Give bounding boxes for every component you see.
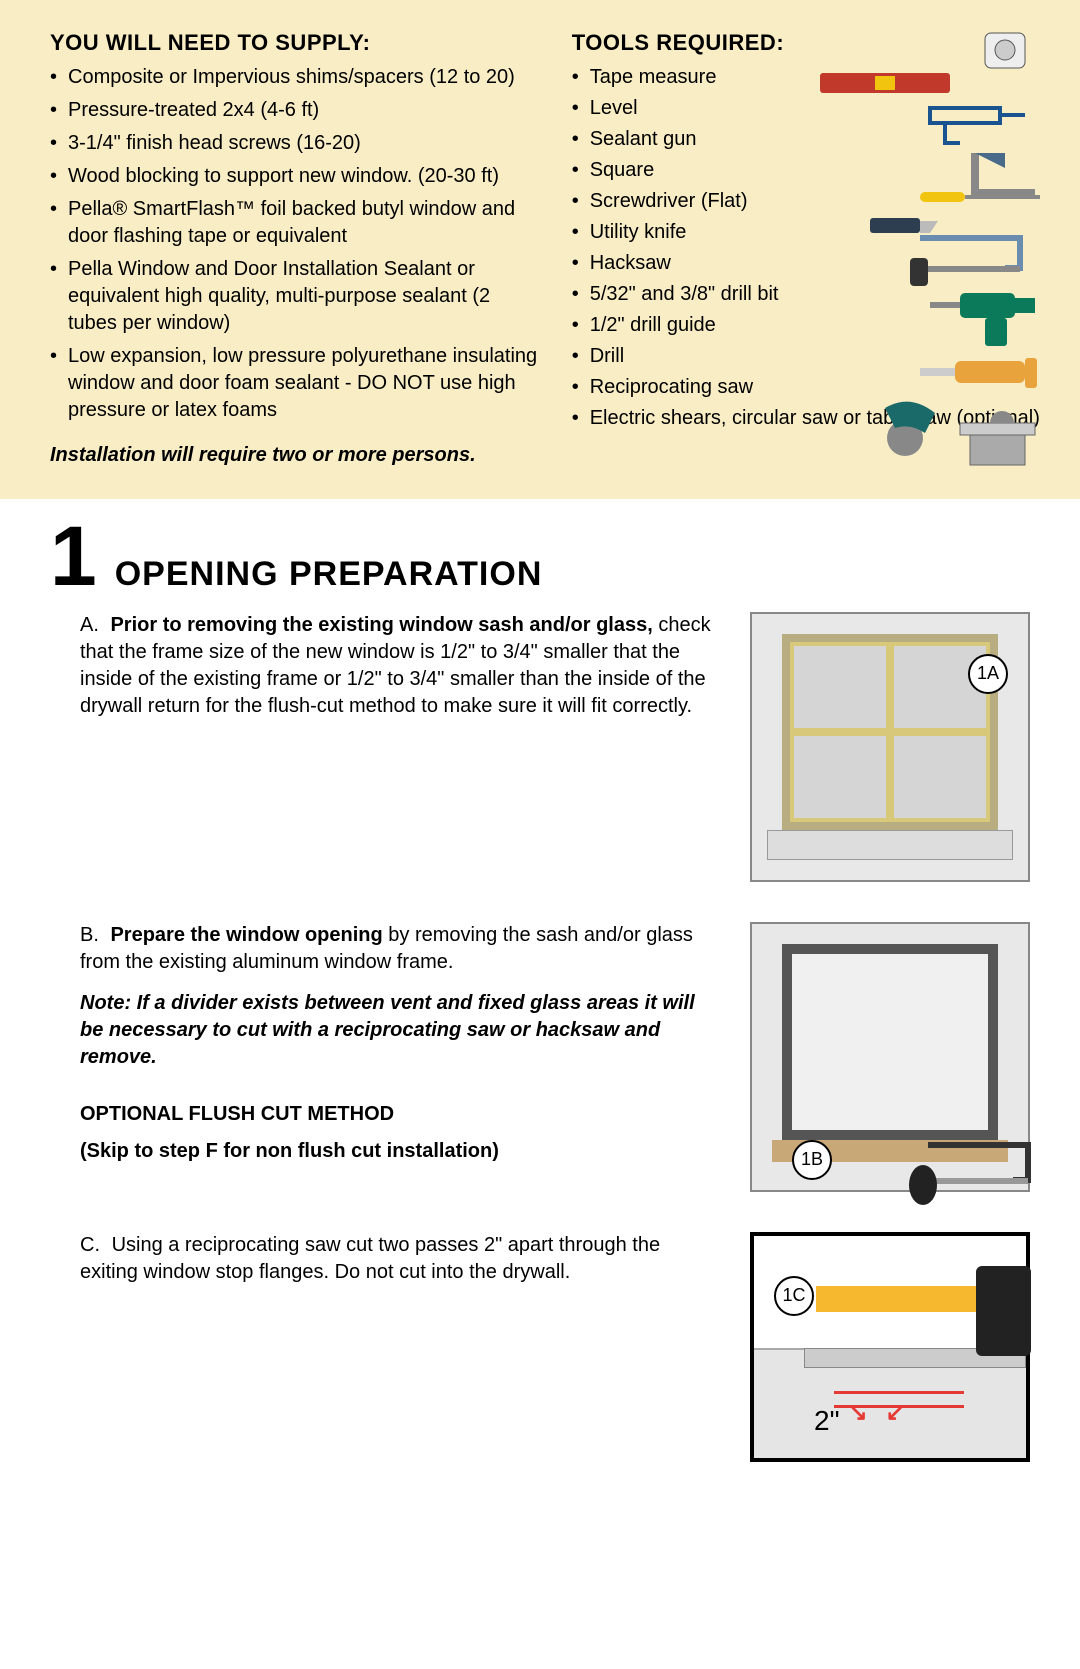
sealant-gun-icon	[910, 98, 1030, 148]
step-c-text: C. Using a reciprocating saw cut two pas…	[50, 1232, 720, 1462]
tool-icons-group	[820, 28, 1040, 448]
section-opening-preparation: 1 OPENING PREPARATION A. Prior to removi…	[0, 499, 1080, 1502]
supply-item: Composite or Impervious shims/spacers (1…	[50, 64, 542, 91]
drill-icon	[930, 288, 1040, 348]
hacksaw-icon	[910, 228, 1040, 288]
step-a-text: A. Prior to removing the existing window…	[50, 612, 720, 882]
figure-1a: 1A	[750, 612, 1030, 882]
step-c-row: C. Using a reciprocating saw cut two pas…	[50, 1232, 1030, 1462]
figure-1c-arrows-icon: ↘ ↙	[849, 1398, 904, 1428]
figure-1c-sawbody-icon	[976, 1266, 1031, 1356]
section-title: OPENING PREPARATION	[115, 552, 543, 598]
section-header: 1 OPENING PREPARATION	[50, 519, 1030, 598]
figure-label: 1A	[968, 654, 1008, 694]
figure-1c: ↘ ↙ 2" 1C	[750, 1232, 1030, 1462]
reciprocating-saw-icon	[920, 353, 1040, 393]
supply-heading: YOU WILL NEED TO SUPPLY:	[50, 28, 542, 58]
figure-1c-dimension: 2"	[814, 1402, 840, 1440]
screwdriver-icon	[920, 188, 1040, 206]
step-letter: A.	[80, 614, 99, 636]
figure-label: 1B	[792, 1140, 832, 1180]
optional-method-skip: (Skip to step F for non flush cut instal…	[80, 1138, 720, 1165]
figure-1a-sill-icon	[767, 830, 1013, 860]
figure-1c-sawblade-icon	[816, 1286, 976, 1312]
optional-method-heading: OPTIONAL FLUSH CUT METHOD	[80, 1101, 720, 1128]
step-b-note: Note: If a divider exists between vent a…	[80, 990, 720, 1071]
supply-item: Low expansion, low pressure polyurethane…	[50, 343, 542, 424]
tape-measure-icon	[980, 28, 1030, 73]
supply-item: Pressure-treated 2x4 (4-6 ft)	[50, 97, 542, 124]
circular-saw-icon	[870, 398, 950, 458]
section-number: 1	[50, 519, 97, 595]
supply-column: YOU WILL NEED TO SUPPLY: Composite or Im…	[50, 28, 542, 469]
supply-tools-box: YOU WILL NEED TO SUPPLY: Composite or Im…	[0, 0, 1080, 499]
step-b-bold: Prepare the window opening	[110, 924, 382, 946]
figure-1b-frame-icon	[782, 944, 998, 1140]
step-b-text: B. Prepare the window opening by removin…	[50, 922, 720, 1192]
supply-item: Pella® SmartFlash™ foil backed butyl win…	[50, 196, 542, 250]
install-note: Installation will require two or more pe…	[50, 442, 542, 469]
figure-1b-hacksaw-icon	[908, 1130, 1048, 1210]
figure-1b: 1B	[750, 922, 1030, 1192]
step-letter: B.	[80, 924, 99, 946]
tools-column: TOOLS REQUIRED: Tape measure Level Seala…	[572, 28, 1040, 469]
figure-label: 1C	[774, 1276, 814, 1316]
table-saw-icon	[955, 403, 1040, 473]
supply-list: Composite or Impervious shims/spacers (1…	[50, 64, 542, 424]
supply-item: Pella Window and Door Installation Seala…	[50, 256, 542, 337]
supply-item: 3-1/4" finish head screws (16-20)	[50, 130, 542, 157]
step-a-row: A. Prior to removing the existing window…	[50, 612, 1030, 882]
figure-1a-window-icon	[782, 634, 998, 830]
step-a-bold: Prior to removing the existing window sa…	[110, 614, 652, 636]
level-icon	[820, 73, 950, 93]
step-letter: C.	[80, 1234, 100, 1256]
step-b-row: B. Prepare the window opening by removin…	[50, 922, 1030, 1192]
supply-item: Wood blocking to support new window. (20…	[50, 163, 542, 190]
step-c-body: Using a reciprocating saw cut two passes…	[80, 1234, 660, 1283]
